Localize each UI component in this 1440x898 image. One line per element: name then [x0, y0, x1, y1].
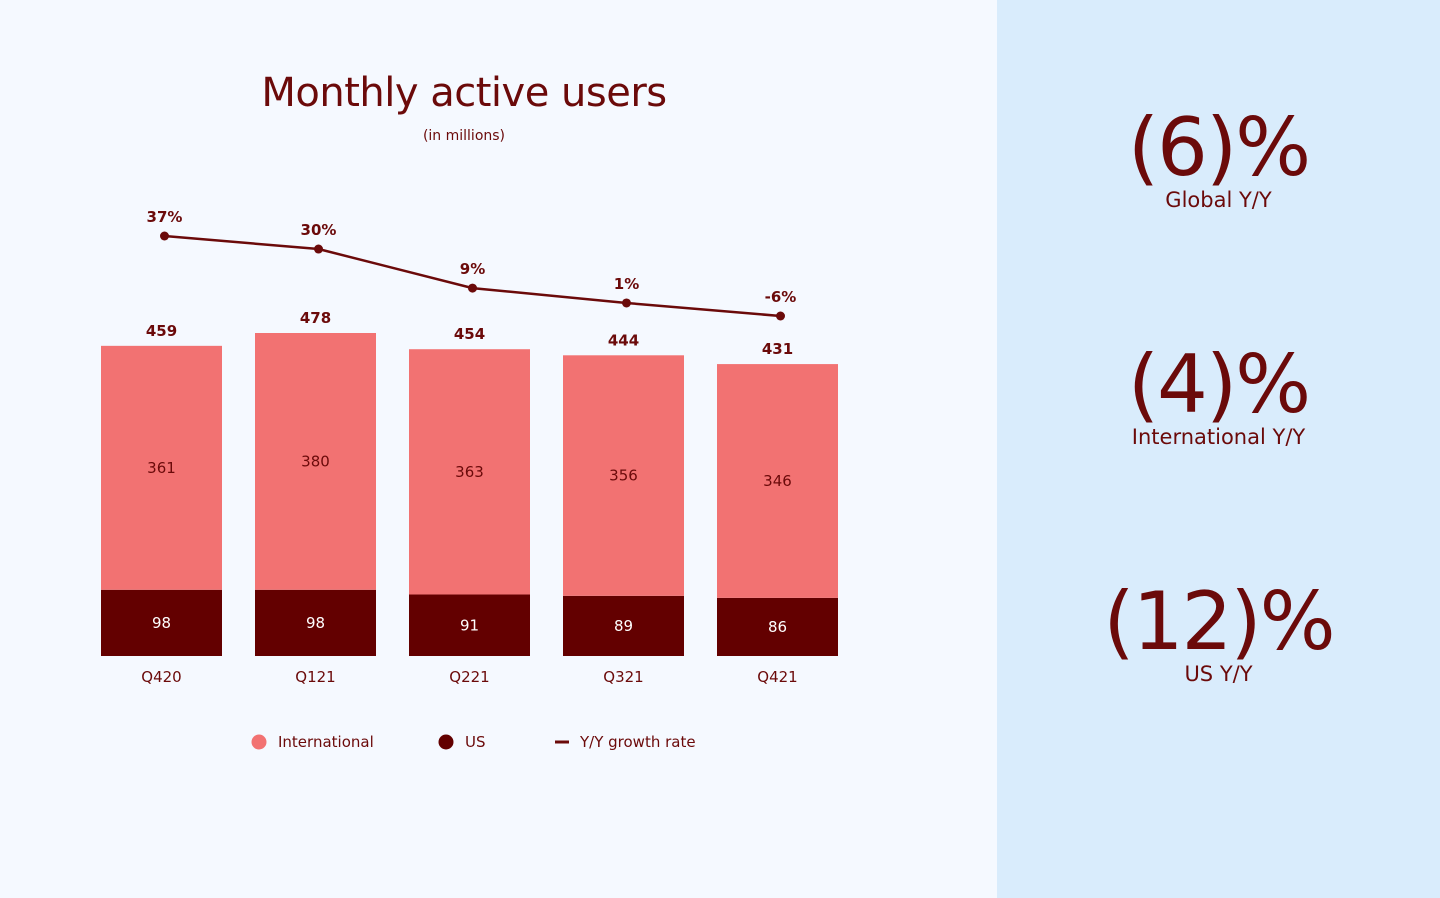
legend-international-swatch: [251, 734, 267, 750]
x-tick-label-Q121: Q121: [295, 668, 335, 686]
growth-point-Q420: [160, 231, 169, 241]
bar-us-label-Q121: 98: [306, 614, 325, 632]
bar-international-Q321: [563, 355, 684, 596]
bar-us-label-Q421: 86: [768, 618, 787, 636]
bar-us-label-Q420: 98: [152, 614, 171, 632]
bar-us-Q121: [255, 589, 376, 656]
legend-us-swatch: [438, 734, 454, 750]
legend-growth-label: Y/Y growth rate: [579, 733, 696, 751]
growth-label-Q421: -6%: [765, 288, 797, 306]
bar-total-label-Q221: 454: [454, 325, 485, 343]
growth-label-Q121: 30%: [301, 221, 337, 239]
bar-us-Q321: [563, 595, 684, 656]
bar-total-label-Q121: 478: [300, 309, 331, 327]
growth-label-Q221: 9%: [460, 260, 485, 278]
bar-international-Q420: [101, 345, 222, 590]
x-tick-label-Q221: Q221: [449, 668, 489, 686]
growth-point-Q121: [314, 244, 323, 254]
bar-international-label-Q421: 346: [763, 472, 792, 490]
bar-us-Q420: [101, 589, 222, 656]
legend-international-label: International: [278, 733, 374, 751]
bar-us-Q221: [409, 594, 530, 656]
chart-svg: 98 361 459 Q420 98 380 478 Q121 91 363 454 Q221 89 35…: [101, 208, 838, 751]
growth-point-Q421: [776, 311, 785, 321]
x-tick-label-Q321: Q321: [603, 668, 643, 686]
stat-international-value: (4)%: [1127, 338, 1311, 431]
stat-international: (4)% International Y/Y: [997, 338, 1440, 450]
bar-us-label-Q321: 89: [614, 617, 633, 635]
bar-international-label-Q121: 380: [301, 452, 330, 470]
chart-subtitle: (in millions): [422, 128, 506, 144]
stat-us: (12)% US Y/Y: [997, 575, 1440, 687]
legend-us-label: US: [465, 733, 486, 751]
growth-point-Q221: [468, 283, 477, 293]
bar-total-label-Q321: 444: [608, 331, 639, 349]
stat-us-label: US Y/Y: [1184, 662, 1253, 686]
stat-us-value: (12)%: [1103, 575, 1335, 668]
chart-panel: Monthly active users (in millions) 98 361…: [101, 70, 838, 751]
bar-total-label-Q420: 459: [146, 322, 177, 340]
chart-title: Monthly active users: [261, 70, 667, 116]
bar-us-label-Q221: 91: [460, 616, 479, 634]
bar-international-label-Q221: 363: [455, 463, 484, 481]
stat-global: (6)% Global Y/Y: [997, 101, 1440, 213]
growth-point-Q321: [622, 298, 631, 308]
bar-international-Q421: [717, 364, 838, 598]
stat-international-label: International Y/Y: [1131, 425, 1306, 449]
bar-total-label-Q421: 431: [762, 340, 793, 358]
bar-international-label-Q321: 356: [609, 467, 638, 485]
growth-label-Q420: 37%: [147, 208, 183, 226]
x-tick-label-Q420: Q420: [141, 668, 181, 686]
stat-global-label: Global Y/Y: [1165, 188, 1272, 212]
bar-international-label-Q420: 361: [147, 459, 176, 477]
bar-international-Q121: [255, 333, 376, 590]
x-tick-label-Q421: Q421: [757, 668, 797, 686]
stat-global-value: (6)%: [1127, 101, 1311, 194]
bar-international-Q221: [409, 349, 530, 595]
growth-label-Q321: 1%: [614, 275, 639, 293]
bar-us-Q421: [717, 597, 838, 656]
stats-panel: (6)% Global Y/Y (4)% International Y/Y (…: [997, 0, 1440, 898]
